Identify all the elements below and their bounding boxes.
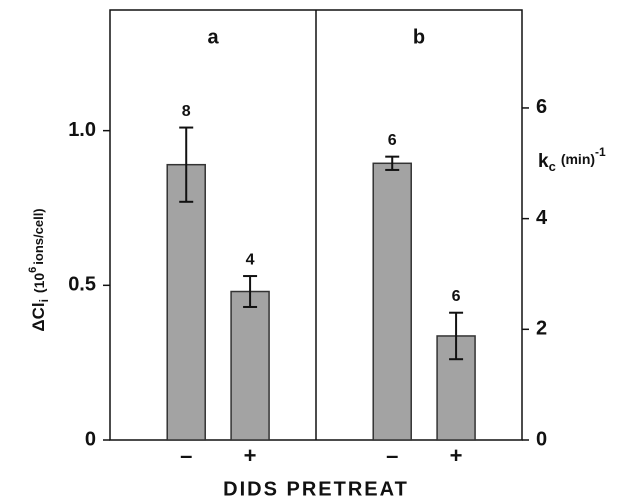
- y-tick-label: 0.5: [68, 274, 96, 296]
- y-axis-label-part: (10: [31, 273, 47, 293]
- y-axis-label-part: (min): [561, 151, 595, 167]
- y-tick-label: 6: [536, 96, 547, 118]
- y-tick-label: 4: [536, 207, 548, 229]
- n-label: 6: [388, 132, 397, 149]
- y-axis-label-part: ions/cell): [31, 208, 46, 264]
- y-axis-label-part: ΔCl: [29, 302, 48, 331]
- x-axis-label: DIDS PRETREAT: [223, 478, 409, 500]
- bar: [372, 162, 412, 441]
- bar: [230, 290, 270, 441]
- x-tick-label: +: [450, 443, 463, 468]
- error-bar: [449, 311, 464, 361]
- y-axis-label: kc (min)-1: [538, 145, 606, 174]
- x-tick-label: –: [386, 443, 398, 468]
- error-bar: [385, 155, 400, 171]
- y-tick-label: 2: [536, 318, 547, 340]
- y-axis-label-part: -1: [595, 145, 606, 159]
- error-bar: [243, 275, 258, 308]
- n-label: 6: [452, 288, 461, 305]
- x-tick-label: +: [244, 443, 257, 468]
- x-tick-label: –: [180, 443, 192, 468]
- y-tick-label: 1.0: [68, 119, 96, 141]
- bar: [166, 163, 206, 441]
- y-tick-label: 0: [85, 428, 96, 450]
- y-axis-label-part: 6: [27, 267, 39, 273]
- panel-title: a: [207, 26, 219, 48]
- y-axis-label: ΔCli (106 ions/cell): [27, 208, 51, 331]
- panel-title: b: [413, 26, 425, 48]
- y-tick-label: 0: [536, 428, 547, 450]
- y-axis-label-part: i: [37, 299, 51, 302]
- error-bar: [179, 126, 194, 203]
- y-axis-label-part: k: [538, 151, 549, 172]
- n-label: 4: [246, 251, 255, 268]
- y-axis-label-part: c: [549, 159, 556, 174]
- n-label: 8: [182, 103, 191, 120]
